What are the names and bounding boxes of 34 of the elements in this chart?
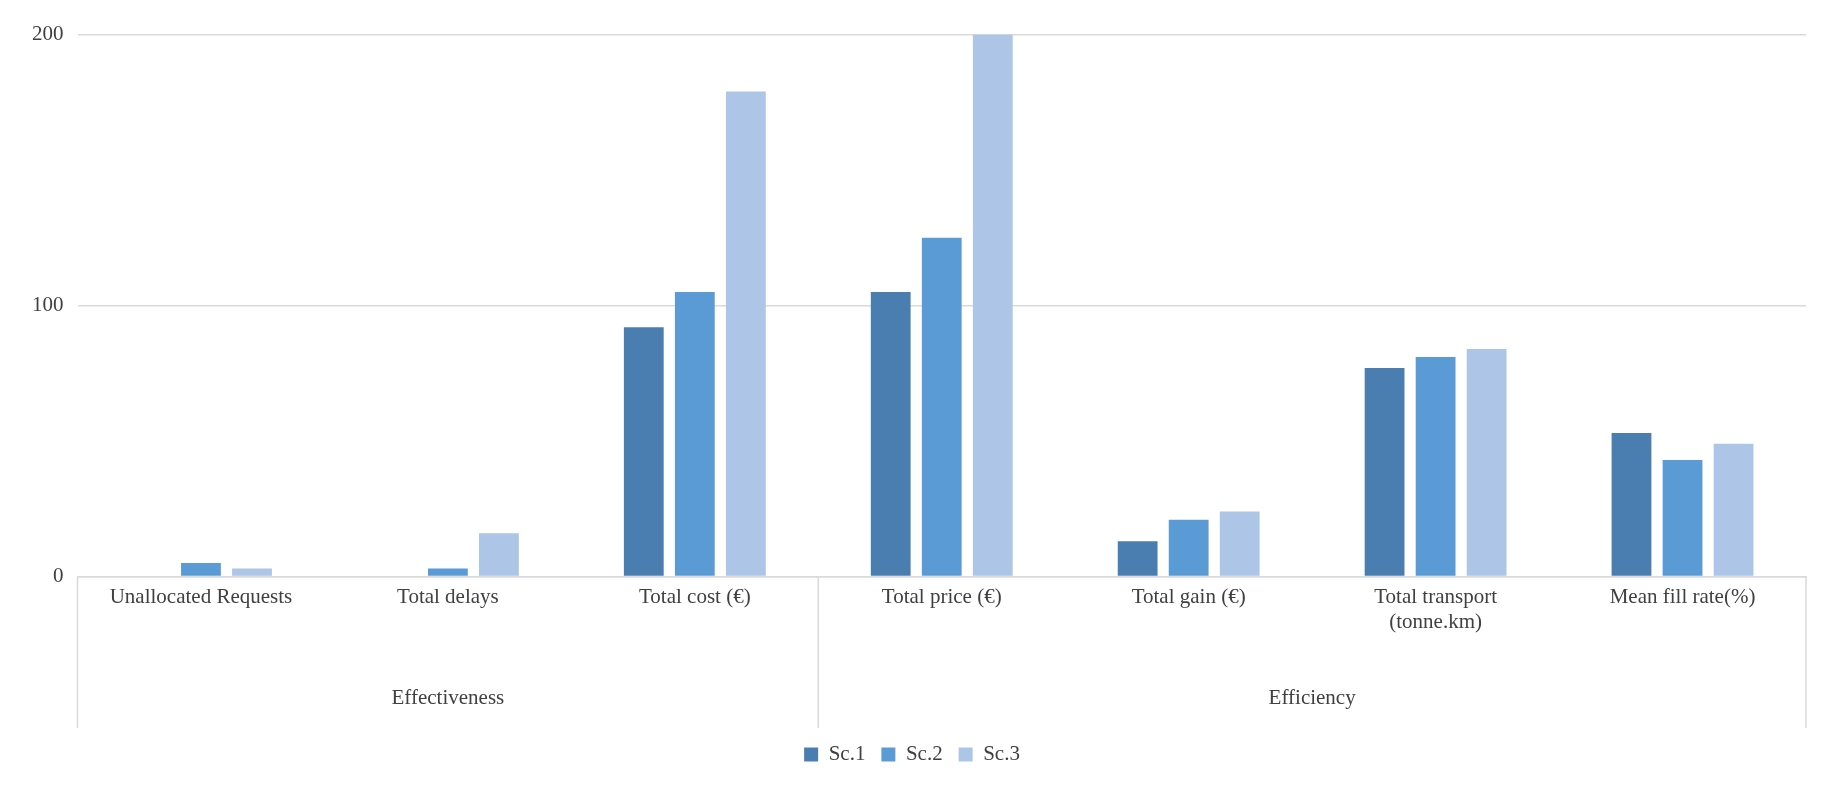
bar	[427, 568, 468, 576]
bar	[1713, 443, 1754, 576]
legend-label: Sc.3	[983, 741, 1020, 766]
bar	[1168, 519, 1209, 576]
y-tick-label: 100	[32, 292, 64, 317]
bar	[232, 568, 272, 576]
bar	[1611, 432, 1652, 576]
bar	[623, 327, 664, 576]
x-tick-label: Total gain (€)	[1131, 583, 1246, 608]
text: Effectiveness	[391, 684, 505, 709]
bar	[674, 292, 715, 576]
legend-label: Sc.2	[905, 741, 943, 766]
x-tick-label: Unallocated Requests	[109, 583, 293, 608]
bar	[1117, 541, 1158, 576]
bar	[1466, 348, 1507, 576]
bar	[181, 563, 221, 576]
x-tick-label: Total transport (tonne.km)	[1374, 583, 1498, 633]
bar	[972, 34, 1013, 576]
x-tick-label: Total price (€)	[881, 583, 1002, 608]
y-tick-label: 0	[53, 563, 64, 588]
bar	[479, 533, 519, 576]
y-tick-label: 200	[32, 21, 64, 46]
bar	[921, 237, 962, 576]
bar	[870, 292, 911, 576]
bar	[725, 91, 766, 576]
x-tick-label: Mean fill rate(%)	[1609, 583, 1756, 608]
bar	[1219, 511, 1260, 576]
bar	[1662, 460, 1703, 576]
text: Efficiency	[1268, 684, 1357, 709]
x-tick-label: Total cost (€)	[638, 583, 751, 608]
legend-label: Sc.1	[828, 741, 866, 766]
bar	[1364, 367, 1405, 576]
bar	[1415, 357, 1456, 576]
x-tick-label: Total delays	[397, 583, 499, 608]
